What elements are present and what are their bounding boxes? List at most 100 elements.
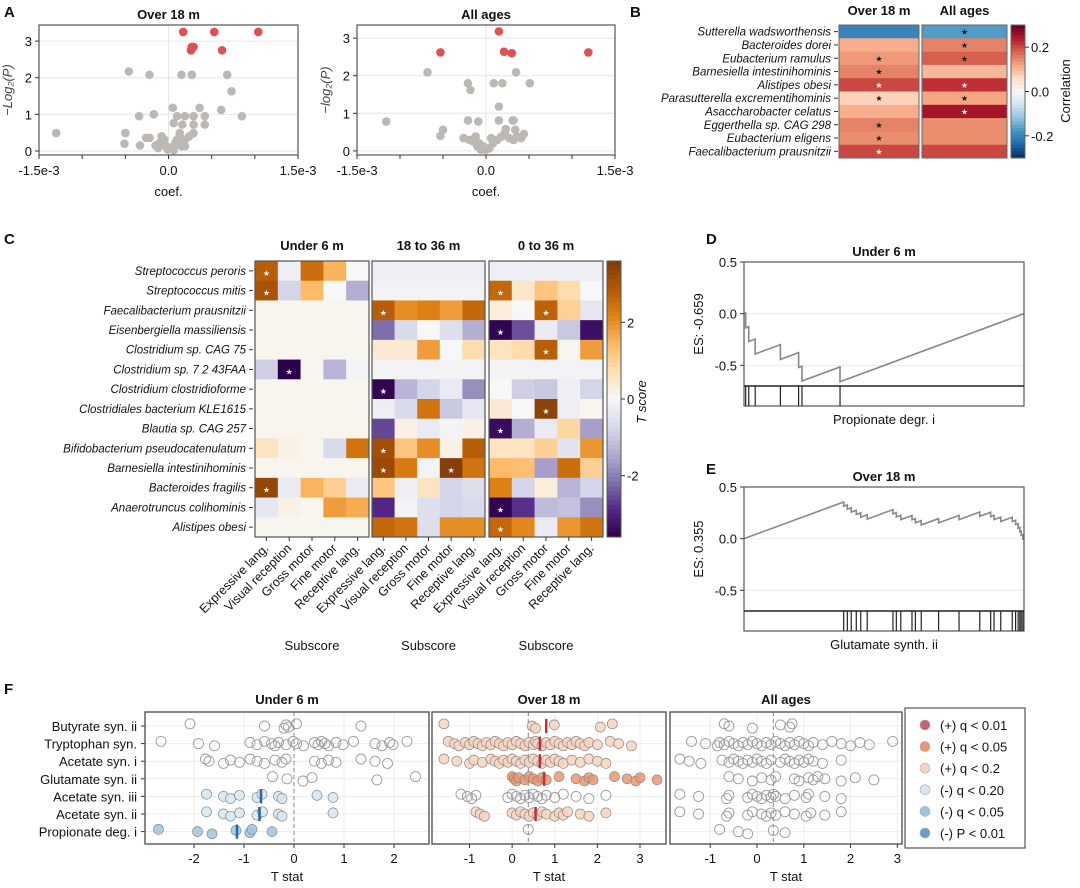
heatmap-cell <box>323 399 347 420</box>
data-point <box>193 738 204 750</box>
panel-label: A <box>4 4 15 21</box>
colorbar-segment <box>1011 138 1025 142</box>
significance-star: ★ <box>961 28 968 37</box>
x-axis-label: Subscore <box>401 638 456 653</box>
x-tick-label: -1 <box>464 851 476 866</box>
data-point <box>756 808 768 820</box>
colorbar-segment <box>607 445 621 451</box>
colorbar-segment <box>607 495 621 501</box>
plot-frame <box>743 261 1025 407</box>
data-point <box>693 790 704 802</box>
heatmap-cell <box>462 339 486 360</box>
data-point <box>178 120 187 129</box>
data-point <box>319 738 331 750</box>
heatmap-cell <box>557 399 581 420</box>
significance-star: ★ <box>875 94 882 103</box>
heatmap-cell <box>255 359 279 380</box>
data-point <box>180 141 190 151</box>
colorbar-segment <box>607 463 621 469</box>
data-point <box>266 826 278 837</box>
heatmap-cell <box>372 261 395 282</box>
heatmap-cell <box>417 359 441 380</box>
colorbar-segment <box>607 440 621 446</box>
panel-title: 18 to 36 m <box>397 238 461 253</box>
data-point <box>562 806 573 818</box>
colorbar-segment <box>607 403 621 409</box>
heatmap-cell <box>394 458 418 479</box>
data-point <box>309 737 320 748</box>
heatmap-cell <box>417 458 441 479</box>
colorbar-segment <box>1011 31 1025 36</box>
heatmap-cell <box>277 477 301 498</box>
data-point <box>266 738 277 750</box>
data-point <box>479 810 490 822</box>
data-point <box>863 739 875 751</box>
significance-star: ★ <box>875 121 882 130</box>
data-point <box>276 810 288 822</box>
panel-title: Over 18 m <box>853 469 916 484</box>
y-tick-label: 0 <box>25 144 32 159</box>
data-point <box>195 103 204 113</box>
significance-star: ★ <box>542 348 549 357</box>
heatmap-cell <box>557 477 581 498</box>
significance-star: ★ <box>497 505 504 514</box>
heatmap-cell <box>511 477 535 498</box>
panel-title: Over 18 m <box>518 692 581 707</box>
data-point <box>613 738 625 749</box>
x-tick-label: 1.5e-3 <box>280 163 317 178</box>
significance-star: ★ <box>875 81 882 90</box>
colorbar-segment <box>1011 98 1025 102</box>
heatmap-cell <box>489 320 513 341</box>
colorbar-segment <box>607 514 621 520</box>
significance-star: ★ <box>380 387 387 396</box>
colorbar-segment <box>607 297 621 303</box>
data-point <box>765 807 777 819</box>
heatmap-cell <box>255 320 279 341</box>
colorbar-segment <box>607 431 621 437</box>
heatmap-cell <box>300 359 324 380</box>
colorbar-segment <box>607 343 621 349</box>
heatmap-cell <box>839 51 919 66</box>
significant-point <box>209 27 219 37</box>
data-point <box>201 788 212 800</box>
colorbar-segment <box>607 380 621 386</box>
colorbar-segment <box>607 334 621 340</box>
data-point <box>845 740 856 752</box>
data-point <box>784 737 796 748</box>
significance-star: ★ <box>380 308 387 317</box>
row-label: Barnesiella intestinihominis <box>107 463 246 475</box>
heatmap-cell <box>394 418 418 439</box>
data-point <box>600 758 612 769</box>
heatmap-cell <box>489 280 513 301</box>
heatmap-cell <box>417 379 441 400</box>
heatmap-cell <box>922 78 1007 92</box>
data-point <box>742 754 754 766</box>
colorbar-label: Correlation <box>1058 59 1073 123</box>
colorbar-segment <box>607 371 621 377</box>
data-point <box>686 735 697 747</box>
data-point <box>746 788 758 800</box>
data-point <box>327 792 339 803</box>
data-point <box>756 755 768 767</box>
x-tick-label: 2 <box>847 851 854 866</box>
data-point <box>316 757 327 769</box>
data-point <box>489 78 499 88</box>
data-point <box>206 828 218 840</box>
heatmap-cell <box>534 359 558 380</box>
colorbar-tick-label: 0.0 <box>1031 85 1049 100</box>
colorbar-tick-label: 0.2 <box>1031 40 1049 55</box>
heatmap-cell <box>439 359 463 380</box>
heatmap-cell <box>534 477 558 498</box>
row-label: Acetate syn. i <box>59 754 137 769</box>
data-point <box>779 753 791 765</box>
data-point <box>887 735 899 747</box>
heatmap-cell <box>511 339 535 360</box>
legend-marker <box>919 762 931 774</box>
colorbar-tick-label: 0 <box>627 392 634 407</box>
colorbar-segment <box>607 316 621 322</box>
heatmap-cell <box>534 379 558 400</box>
x-tick-label: -1.5e-3 <box>336 163 377 178</box>
data-point <box>369 738 381 750</box>
heatmap-cell <box>346 458 370 479</box>
column-title: Over 18 m <box>848 3 911 18</box>
